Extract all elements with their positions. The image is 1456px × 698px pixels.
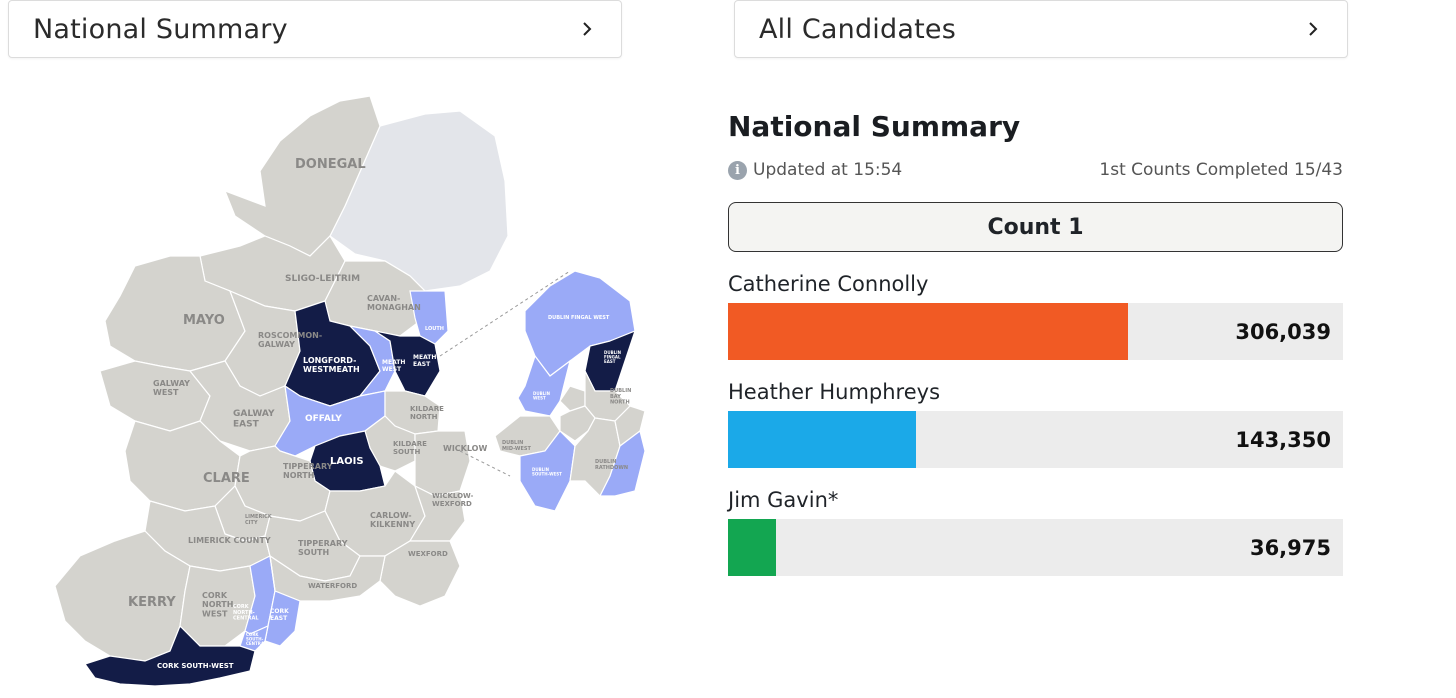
map-label-cork-south-west: CORK SOUTH-WEST xyxy=(157,662,234,670)
all-candidates-dropdown[interactable]: All Candidates xyxy=(734,0,1348,58)
candidate-row: Jim Gavin* 36,975 xyxy=(728,488,1343,576)
map-label-kerry: KERRY xyxy=(128,595,176,610)
vote-bar-track: 143,350 xyxy=(728,411,1343,468)
vote-bar-fill xyxy=(728,519,777,576)
vote-count: 143,350 xyxy=(1235,427,1331,452)
map-label-cavan-monaghan: CAVAN-MONAGHAN xyxy=(367,294,421,312)
map-label-dublin-south-west: DUBLIN SOUTH-WEST xyxy=(532,467,562,477)
map-label-wicklow-wexford: WICKLOW-WEXFORD xyxy=(432,492,473,508)
map-label-laois: LAOIS xyxy=(330,456,364,467)
counts-completed: 1st Counts Completed 15/43 xyxy=(1099,160,1343,180)
vote-bar-track: 306,039 xyxy=(728,303,1343,360)
map-label-kildare-north: KILDARE NORTH xyxy=(410,405,444,421)
map-label-limerick-county: LIMERICK COUNTY xyxy=(188,536,271,545)
map-label-cork-north-central: CORK NORTH-CENTRAL xyxy=(233,604,259,622)
map-label-wexford: WEXFORD xyxy=(408,550,448,558)
vote-bar-track: 36,975 xyxy=(728,519,1343,576)
map-label-galway-west: GALWAY WEST xyxy=(153,379,190,397)
region-dublin-bay-south[interactable] xyxy=(614,405,646,448)
updated-info: i Updated at 15:54 xyxy=(728,160,902,180)
map-label-wicklow: WICKLOW xyxy=(443,444,487,453)
vote-count: 36,975 xyxy=(1249,535,1331,560)
map-label-donegal: DONEGAL xyxy=(295,157,366,172)
count-selector-button[interactable]: Count 1 xyxy=(728,202,1343,252)
candidate-name: Jim Gavin* xyxy=(728,488,839,512)
region-cork-south-west[interactable] xyxy=(84,624,256,687)
candidate-name: Heather Humphreys xyxy=(728,380,941,404)
updated-time: Updated at 15:54 xyxy=(753,160,903,180)
map-label-dublin-mid-west: DUBLIN MID-WEST xyxy=(502,440,531,452)
map-label-meath-west: MEATH WEST xyxy=(382,359,405,373)
map-label-roscommon-galway: ROSCOMMON-GALWAY xyxy=(258,331,322,349)
constituency-map: DONEGAL SLIGO-LEITRIM MAYO CAVAN-MONAGHA… xyxy=(40,86,660,698)
region-wexford[interactable] xyxy=(379,540,461,607)
candidate-row: Catherine Connolly 306,039 xyxy=(728,272,1343,360)
map-label-dublin-fingal-west: DUBLIN FINGAL WEST xyxy=(548,315,610,321)
summary-meta: i Updated at 15:54 1st Counts Completed … xyxy=(728,160,1343,180)
map-label-cork-east: CORK EAST xyxy=(270,608,289,622)
map-label-cork-north-west: CORK NORTH-WEST xyxy=(202,591,237,618)
national-summary-panel: National Summary i Updated at 15:54 1st … xyxy=(728,110,1343,576)
map-label-waterford: WATERFORD xyxy=(308,582,357,590)
dropdown-label: National Summary xyxy=(33,13,288,45)
map-label-dublin-west: DUBLIN WEST xyxy=(533,391,550,401)
map-label-offaly: OFFALY xyxy=(305,414,342,424)
vote-bar-fill xyxy=(728,303,1129,360)
vote-count: 306,039 xyxy=(1235,319,1331,344)
region-dun-laoghaire[interactable] xyxy=(599,429,646,497)
map-label-tipperary-north: TIPPERARY NORTH xyxy=(283,462,333,480)
map-label-dublin-fingal-east: DUBLIN FINGAL EAST xyxy=(604,350,621,364)
candidate-row: Heather Humphreys 143,350 xyxy=(728,380,1343,468)
map-label-dublin-bay-north: DUBLIN BAY NORTH xyxy=(610,388,631,406)
ireland-map-svg: DONEGAL SLIGO-LEITRIM MAYO CAVAN-MONAGHA… xyxy=(54,95,646,687)
summary-title: National Summary xyxy=(728,110,1021,143)
map-label-longford-westmeath: LONGFORD-WESTMEATH xyxy=(303,356,360,374)
chevron-right-icon xyxy=(1309,22,1318,36)
region-donegal[interactable] xyxy=(223,95,381,257)
map-label-sligo-leitrim: SLIGO-LEITRIM xyxy=(285,274,360,284)
map-label-meath-east: MEATH EAST xyxy=(413,354,436,368)
map-label-mayo: MAYO xyxy=(183,313,225,328)
candidate-name: Catherine Connolly xyxy=(728,272,929,296)
map-label-tipperary-south: TIPPERARY SOUTH xyxy=(298,539,348,557)
map-label-clare: CLARE xyxy=(203,471,250,486)
region-meath-east[interactable] xyxy=(374,330,441,397)
dropdown-label: All Candidates xyxy=(759,13,956,45)
map-label-carlow-kilkenny: CARLOW-KILKENNY xyxy=(370,511,415,529)
region-cork-north-west[interactable] xyxy=(179,565,256,647)
map-label-galway-east: GALWAY EAST xyxy=(233,409,275,429)
chevron-right-icon xyxy=(583,22,592,36)
vote-bar-fill xyxy=(728,411,916,468)
info-icon[interactable]: i xyxy=(728,160,747,180)
candidate-list: Catherine Connolly 306,039 Heather Humph… xyxy=(728,272,1343,576)
inset-connector-line xyxy=(439,270,571,357)
map-label-limerick-city: LIMERICK CITY xyxy=(245,514,273,526)
map-label-dublin-rathdown: DUBLIN RATHDOWN xyxy=(595,459,628,471)
map-label-kildare-south: KILDARE SOUTH xyxy=(393,440,427,456)
region-cork-east[interactable] xyxy=(264,555,301,647)
region-louth[interactable] xyxy=(409,290,449,345)
region-northern-ireland xyxy=(329,110,509,292)
national-summary-dropdown[interactable]: National Summary xyxy=(8,0,622,58)
map-label-louth: LOUTH xyxy=(425,326,444,332)
map-label-cork-south-central: CORK SOUTH-CENTRAL xyxy=(246,632,267,646)
